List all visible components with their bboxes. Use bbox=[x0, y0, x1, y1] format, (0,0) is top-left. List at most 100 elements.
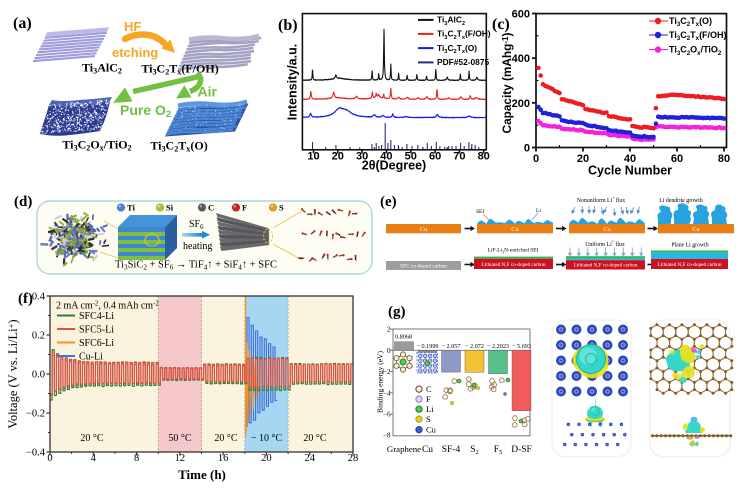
svg-text:SF-4: SF-4 bbox=[442, 445, 461, 455]
svg-text:400: 400 bbox=[512, 53, 530, 65]
svg-text:50 °C: 50 °C bbox=[168, 433, 191, 444]
svg-text:0: 0 bbox=[47, 453, 52, 464]
svg-text:PDF#52-0875: PDF#52-0875 bbox=[437, 57, 489, 67]
svg-text:200: 200 bbox=[512, 98, 530, 110]
svg-text:20: 20 bbox=[261, 453, 272, 464]
svg-text:0: 0 bbox=[387, 347, 391, 355]
svg-text:Lithiated N,F co-doped carbon: Lithiated N,F co-doped carbon bbox=[574, 263, 638, 269]
svg-text:Cu: Cu bbox=[426, 425, 437, 435]
svg-text:80: 80 bbox=[478, 151, 490, 163]
svg-text:40: 40 bbox=[380, 151, 392, 163]
svg-text:Ti3​C2​Tx​(F/OH): Ti3​C2​Tx​(F/OH) bbox=[437, 29, 491, 41]
svg-text:D-SF: D-SF bbox=[511, 445, 532, 455]
svg-text:Lithiated N,F co-doped carbon: Lithiated N,F co-doped carbon bbox=[658, 262, 722, 268]
svg-text:heating: heating bbox=[183, 241, 212, 252]
svg-text:(e): (e) bbox=[380, 194, 397, 210]
svg-text:Pure O2​: Pure O2​ bbox=[120, 102, 171, 120]
svg-text:Lithiated N,F co-doped carbon: Lithiated N,F co-doped carbon bbox=[482, 262, 546, 268]
svg-text:Ti3​C2​Tx​(O): Ti3​C2​Tx​(O) bbox=[669, 16, 712, 28]
svg-text:Nonuniform Li+​ flux: Nonuniform Li+​ flux bbox=[577, 195, 625, 204]
svg-text:Cu: Cu bbox=[692, 226, 700, 233]
svg-text:− 5.693: − 5.693 bbox=[512, 343, 531, 350]
svg-text:Graphene: Graphene bbox=[387, 444, 421, 454]
svg-text:− 2.2023: − 2.2023 bbox=[487, 343, 509, 350]
svg-text:F: F bbox=[426, 394, 431, 404]
svg-text:Time (h): Time (h) bbox=[178, 467, 226, 482]
svg-text:60: 60 bbox=[671, 153, 683, 165]
svg-text:(a): (a) bbox=[13, 15, 32, 32]
svg-text:F5​: F5​ bbox=[494, 445, 503, 456]
svg-text:4: 4 bbox=[91, 453, 97, 464]
svg-text:−8: −8 bbox=[383, 431, 391, 439]
svg-text:24: 24 bbox=[304, 453, 315, 464]
svg-text:0.4: 0.4 bbox=[32, 292, 46, 303]
svg-text:20: 20 bbox=[577, 153, 589, 165]
svg-text:30: 30 bbox=[356, 151, 368, 163]
svg-text:80: 80 bbox=[718, 153, 730, 165]
svg-text:−0.4: −0.4 bbox=[26, 448, 46, 459]
svg-text:C: C bbox=[426, 384, 432, 394]
svg-text:Li: Li bbox=[426, 404, 434, 414]
svg-text:Ti3​C2​Tx​(O): Ti3​C2​Tx​(O) bbox=[437, 43, 477, 55]
svg-text:0.8068: 0.8068 bbox=[395, 334, 412, 341]
svg-text:50: 50 bbox=[405, 151, 417, 163]
svg-text:Air: Air bbox=[198, 84, 218, 100]
svg-text:Voltage (V vs. Li/Li+​): Voltage (V vs. Li/Li+​) bbox=[6, 319, 20, 428]
svg-text:Intensity/a.u.: Intensity/a.u. bbox=[286, 44, 300, 120]
svg-text:−6: −6 bbox=[383, 411, 391, 419]
svg-text:Si: Si bbox=[166, 203, 174, 213]
svg-text:Li dendrite growth: Li dendrite growth bbox=[659, 198, 703, 204]
svg-text:(f): (f) bbox=[18, 291, 33, 307]
svg-text:Ti3​C2​Ox​/TiO2​: Ti3​C2​Ox​/TiO2​ bbox=[62, 138, 131, 153]
svg-text:(b): (b) bbox=[278, 17, 298, 34]
svg-text:Uniform Li+​ flux: Uniform Li+​ flux bbox=[585, 239, 625, 248]
svg-text:Ti: Ti bbox=[127, 203, 136, 213]
svg-text:Cu: Cu bbox=[511, 226, 519, 233]
svg-text:etching: etching bbox=[112, 45, 158, 60]
svg-text:SEI: SEI bbox=[476, 209, 484, 215]
svg-text:C: C bbox=[208, 203, 214, 213]
svg-text:− 10 °C: − 10 °C bbox=[251, 433, 283, 444]
svg-text:20 °C: 20 °C bbox=[80, 433, 103, 444]
svg-text:Ti3​AlC2​: Ti3​AlC2​ bbox=[82, 61, 122, 76]
svg-text:Ti3​AlC2​: Ti3​AlC2​ bbox=[437, 15, 465, 27]
svg-text:−4: −4 bbox=[383, 389, 391, 397]
svg-text:SFC co-doped carbon: SFC co-doped carbon bbox=[400, 264, 447, 270]
svg-text:Cu-Li: Cu-Li bbox=[79, 352, 103, 363]
svg-text:20: 20 bbox=[332, 151, 344, 163]
svg-text:2θ(Degree): 2θ(Degree) bbox=[362, 159, 426, 173]
svg-text:40: 40 bbox=[624, 153, 636, 165]
svg-text:− 2.072: − 2.072 bbox=[465, 343, 484, 350]
svg-text:Cu: Cu bbox=[420, 226, 428, 233]
svg-text:LiF-Li3​N-enriched SEI: LiF-Li3​N-enriched SEI bbox=[488, 248, 539, 255]
svg-text:−0.2: −0.2 bbox=[26, 409, 45, 420]
svg-text:− 2.057: − 2.057 bbox=[442, 343, 461, 350]
svg-text:Cu: Cu bbox=[603, 226, 611, 233]
svg-text:0: 0 bbox=[524, 143, 530, 155]
svg-text:Ti3​C2​Tx​(F/OH): Ti3​C2​Tx​(F/OH) bbox=[141, 62, 218, 77]
svg-text:Li: Li bbox=[536, 208, 541, 214]
svg-text:Binding energy (eV): Binding energy (eV) bbox=[376, 351, 385, 413]
svg-text:SFC5-Li: SFC5-Li bbox=[79, 325, 114, 336]
svg-text:− 0.1999: − 0.1999 bbox=[416, 343, 438, 350]
svg-text:Ti3​C2​Tx​(F/OH): Ti3​C2​Tx​(F/OH) bbox=[669, 30, 727, 42]
svg-text:SF6​: SF6​ bbox=[189, 219, 204, 231]
svg-text:S: S bbox=[279, 203, 284, 213]
svg-text:−2: −2 bbox=[383, 368, 391, 376]
svg-text:Cu: Cu bbox=[422, 445, 433, 455]
svg-text:Capacity (mAhg-1​): Capacity (mAhg-1​) bbox=[500, 32, 514, 133]
svg-text:60: 60 bbox=[429, 151, 441, 163]
svg-text:S2​: S2​ bbox=[470, 445, 479, 456]
svg-text:70: 70 bbox=[453, 151, 465, 163]
svg-text:0: 0 bbox=[533, 153, 539, 165]
svg-text:Ti3​C2​Ox​/TiO2​: Ti3​C2​Ox​/TiO2​ bbox=[669, 45, 722, 57]
svg-text:Ti3​C2​Tx​(O): Ti3​C2​Tx​(O) bbox=[150, 139, 207, 154]
svg-text:SFC6-Li: SFC6-Li bbox=[79, 338, 114, 349]
svg-text:SFC4-Li: SFC4-Li bbox=[79, 311, 114, 322]
svg-text:0.2: 0.2 bbox=[32, 331, 45, 342]
svg-text:10: 10 bbox=[307, 151, 319, 163]
svg-text:28: 28 bbox=[348, 453, 359, 464]
svg-text:(g): (g) bbox=[388, 304, 406, 320]
svg-text:20 °C: 20 °C bbox=[214, 433, 237, 444]
svg-text:20 °C: 20 °C bbox=[303, 433, 326, 444]
